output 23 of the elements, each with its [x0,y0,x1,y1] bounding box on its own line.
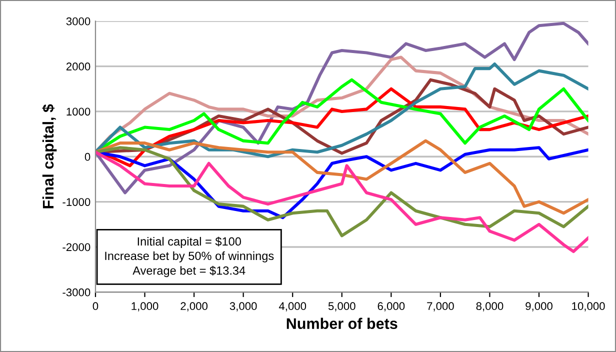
x-tick-label: 1,000 [132,302,158,312]
y-tick-label: 1000 [66,108,90,116]
x-tick-label: 5,000 [328,302,356,312]
x-tick-label: 2,000 [180,302,208,312]
y-tick-label: 0 [84,152,90,161]
y-tick-label: 3000 [66,17,90,26]
x-tick-label: 0 [92,302,98,310]
x-tick-label: 7,000 [427,302,454,312]
y-axis-title: Final capital, $ [42,104,57,208]
line-series [95,146,588,238]
x-axis-title: Number of bets [286,318,398,330]
line-series [95,22,588,194]
y-tick-label: -1000 [62,198,90,206]
x-tick-label: 4,000 [278,302,306,312]
annotation: Initial capital = $100 Increase bet by 50% of winnings Average bet = $13.34 [105,236,274,278]
x-tick-label: 8,000 [476,302,504,312]
x-tick-label: 10,000 [572,302,605,312]
x-tick-label: 6,000 [378,302,405,312]
x-tick-label: 3,000 [230,302,257,312]
y-tick-label: -3000 [62,288,90,296]
x-tick-label: 9,000 [526,302,552,312]
y-tick-label: 2000 [66,62,90,70]
y-tick-label: -2000 [62,243,90,252]
